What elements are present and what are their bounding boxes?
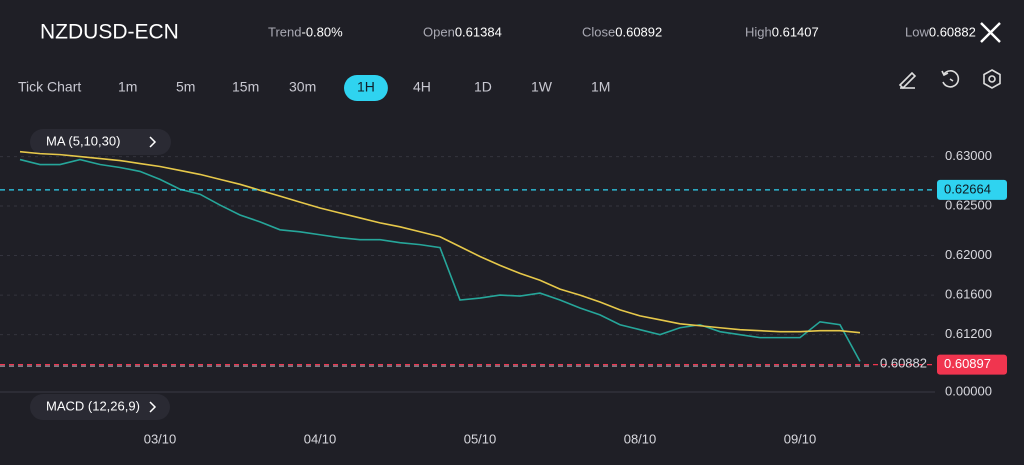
y-tick-label: 0.62000 [945, 247, 992, 262]
reset-icon[interactable] [941, 70, 960, 88]
y-tick-label: 0.63000 [945, 148, 992, 163]
macd-pill[interactable] [30, 394, 170, 420]
stat-value: 0.61407 [772, 24, 819, 39]
x-tick-label: 08/10 [624, 431, 657, 446]
low-label: 0.60882 [880, 356, 927, 371]
close-icon[interactable] [980, 22, 1001, 43]
timeframe[interactable]: Tick Chart [18, 79, 81, 95]
stat-label: Open [423, 24, 455, 39]
price-tag [937, 179, 1007, 200]
stat-label: Close [582, 24, 615, 39]
timeframe-active [344, 75, 388, 101]
timeframe[interactable]: 5m [176, 79, 195, 95]
stat-value: 0.60882 [929, 24, 976, 39]
symbol[interactable]: NZDUSD-ECN [40, 21, 179, 44]
timeframe[interactable]: 4H [413, 79, 431, 95]
macd-chevron [149, 401, 157, 413]
timeframe[interactable]: 30m [289, 79, 316, 95]
x-tick-label: 09/10 [784, 431, 817, 446]
timeframe[interactable]: 1D [474, 79, 492, 95]
y-tick-label: 0.61600 [945, 287, 992, 302]
timeframe[interactable]: 1M [591, 79, 610, 95]
settings-icon[interactable] [983, 69, 1001, 89]
stat-value: 0.61384 [455, 24, 502, 39]
macd-label[interactable]: MACD (12,26,9) [46, 398, 140, 413]
x-tick-label: 05/10 [464, 431, 497, 446]
y-tick-label: 0.61200 [945, 326, 992, 341]
timeframe[interactable]: 1H [357, 79, 375, 95]
ma-label[interactable]: MA (5,10,30) [46, 133, 120, 148]
x-tick-label: 03/10 [144, 431, 177, 446]
price-line [19, 150, 861, 334]
stat-value: 0.60892 [615, 24, 662, 39]
price-tag-label: 0.62664 [944, 181, 991, 196]
ma-pill[interactable] [30, 129, 171, 155]
stat-value: -0.80% [301, 24, 343, 39]
timeframe[interactable]: 1W [531, 79, 553, 95]
macd-tick-label: 0.00000 [945, 383, 992, 398]
stat-label: Trend [268, 24, 301, 39]
x-tick-label: 04/10 [304, 431, 337, 446]
stat-label: High [745, 24, 772, 39]
price-line [19, 158, 861, 362]
y-tick-label: 0.62500 [945, 197, 992, 212]
price-tag-label: 0.60897 [944, 356, 991, 371]
draw-icon[interactable] [898, 71, 917, 90]
stat-label: Low [905, 24, 929, 39]
price-tag [937, 354, 1007, 375]
timeframe[interactable]: 15m [232, 79, 259, 95]
timeframe[interactable]: 1m [118, 79, 137, 95]
ma-chevron [149, 136, 157, 148]
